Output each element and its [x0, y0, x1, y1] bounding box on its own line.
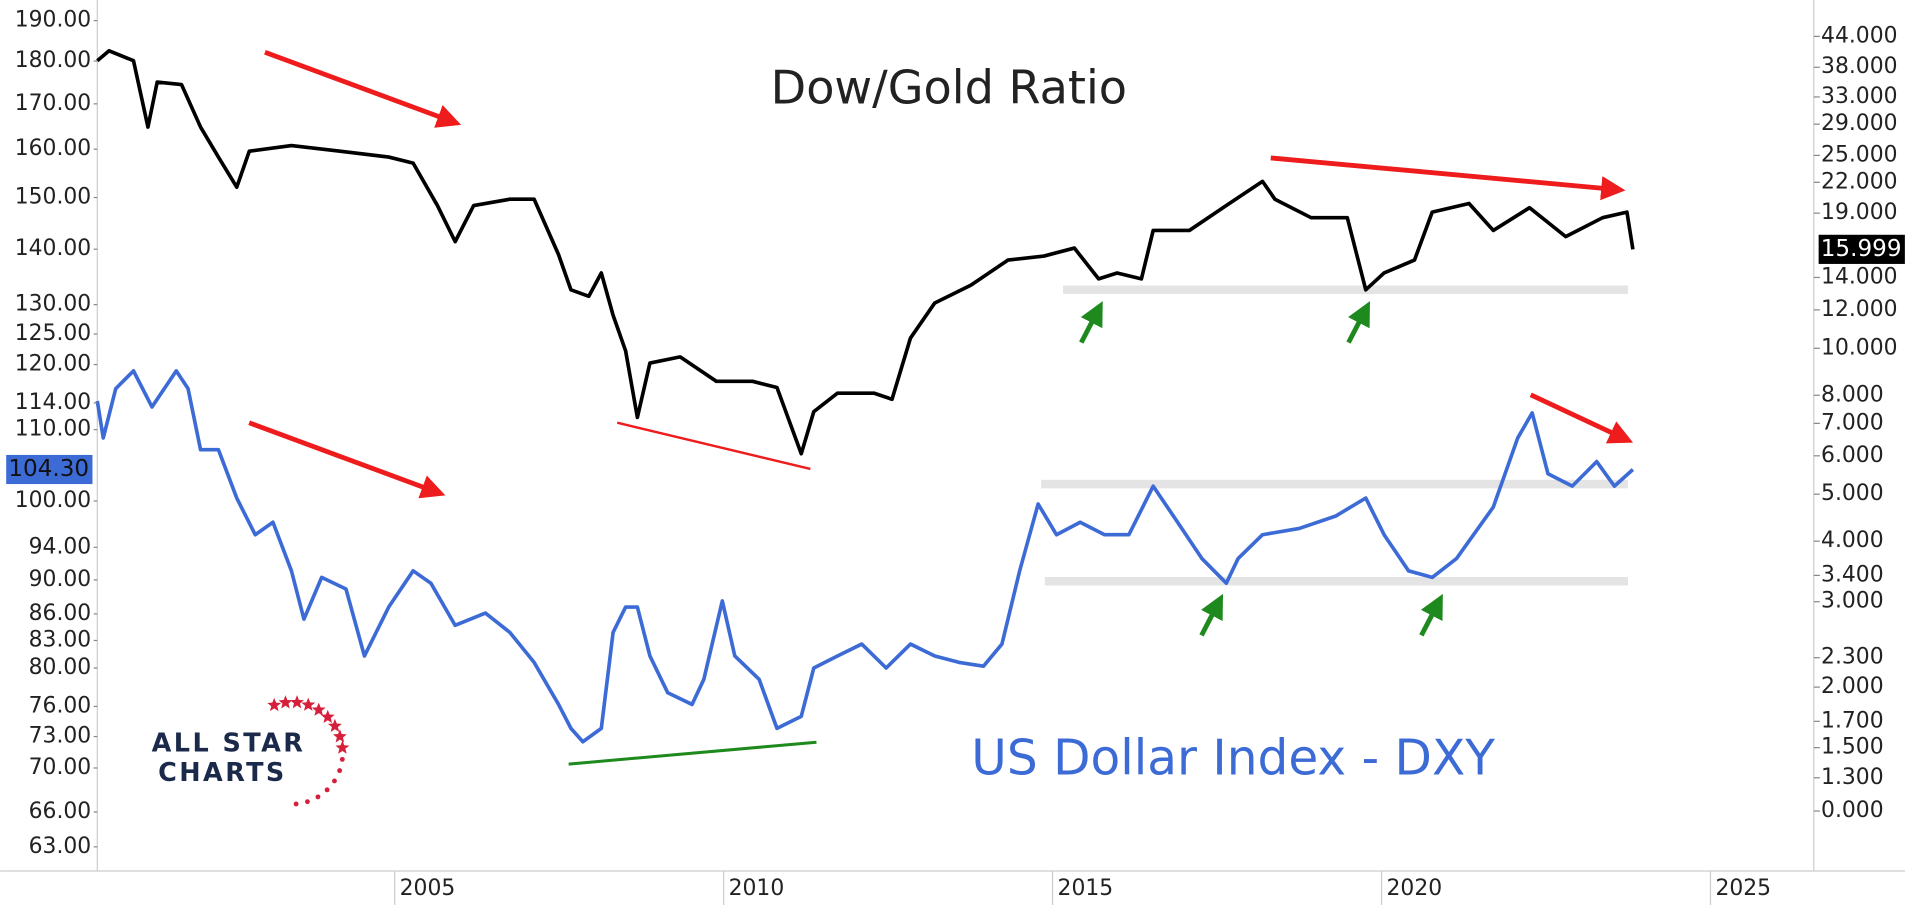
- logo-dot: [315, 794, 321, 800]
- support-arrow: [1419, 593, 1443, 637]
- support-band: [1063, 285, 1628, 294]
- y2-tick-label: 19.000: [1821, 200, 1898, 225]
- y-tick-label: 86.00: [29, 601, 92, 626]
- y2-tick-label: 0.000: [1821, 798, 1884, 823]
- series-line: [95, 369, 1635, 744]
- y-tick-label: 94.00: [29, 534, 92, 559]
- annotations: [248, 49, 1634, 766]
- y2-tick-label: 2.300: [1821, 645, 1884, 670]
- logo-dot: [305, 799, 310, 805]
- logo-dot: [339, 756, 345, 762]
- y2-tick-label: 5.000: [1821, 481, 1884, 506]
- y-tick-label: 120.00: [15, 352, 92, 377]
- y2-tick-label: 33.000: [1821, 84, 1898, 109]
- last-value-box: [6, 454, 93, 485]
- y2-tick-label: 38.000: [1821, 54, 1898, 79]
- trend-arrow: [248, 420, 446, 499]
- y2-tick-label: 4.000: [1821, 528, 1884, 553]
- support-band: [1044, 577, 1628, 586]
- y-tick-label: 130.00: [15, 292, 92, 317]
- y2-tick-label: 29.000: [1821, 111, 1898, 136]
- y2-tick-label: 2.000: [1821, 674, 1884, 699]
- y-tick-label: 66.00: [29, 799, 92, 824]
- support-band: [1041, 479, 1628, 489]
- trend-arrow: [1529, 392, 1634, 444]
- logo-star: [327, 718, 342, 733]
- y-tick-label: 83.00: [29, 627, 92, 652]
- logo-star: [301, 697, 316, 711]
- last-value-box: [1818, 234, 1905, 264]
- logo-star: [320, 709, 335, 724]
- support-bands: [1041, 285, 1628, 586]
- y-tick-label: 90.00: [29, 567, 92, 592]
- y2-tick-label: 25.000: [1821, 142, 1898, 167]
- logo-dot: [293, 801, 299, 807]
- logo: ALL STAR CHARTS: [152, 695, 350, 807]
- y-tick-label: 160.00: [15, 136, 92, 161]
- y2-tick-label: 1.500: [1821, 735, 1884, 760]
- x-tick-label: 2005: [400, 876, 456, 901]
- y2-tick-label: 1.300: [1821, 765, 1884, 790]
- trend-line: [616, 421, 811, 471]
- y-tick-label: 63.00: [29, 834, 92, 859]
- y2-tick-label: 8.000: [1821, 382, 1884, 407]
- y-tick-label: 80.00: [29, 655, 92, 680]
- logo-dot: [332, 778, 337, 784]
- y2-tick-label: 1.700: [1821, 708, 1884, 733]
- chart-title: Dow/Gold Ratio: [771, 61, 1127, 115]
- trend-arrow: [264, 49, 462, 128]
- y2-tick-label: 22.000: [1821, 169, 1898, 194]
- support-arrow: [1079, 301, 1103, 344]
- y-tick-label: 110.00: [15, 417, 92, 442]
- last-value-label: 15.999: [1821, 236, 1902, 262]
- y-tick-label: 150.00: [15, 185, 92, 210]
- y-tick-label: 70.00: [29, 755, 92, 780]
- x-tick-label: 2025: [1715, 876, 1771, 901]
- trend-arrow: [1270, 155, 1626, 201]
- x-tick-label: 2010: [729, 876, 785, 901]
- logo-star: [311, 702, 326, 716]
- logo-star: [278, 695, 293, 709]
- series-line: [96, 48, 1635, 456]
- support-arrow: [1346, 301, 1370, 344]
- y2-tick-label: 3.400: [1821, 562, 1884, 587]
- logo-text: CHARTS: [158, 758, 287, 788]
- trend-line: [568, 740, 817, 766]
- series-lines: [95, 48, 1635, 744]
- y-tick-label: 114.00: [15, 390, 92, 415]
- y-tick-label: 190.00: [15, 8, 92, 33]
- y2-tick-label: 3.000: [1821, 589, 1884, 614]
- support-arrow: [1199, 593, 1224, 637]
- y-tick-label: 170.00: [15, 91, 92, 116]
- logo-star: [332, 729, 347, 743]
- y-tick-label: 73.00: [29, 724, 92, 749]
- logo-star: [267, 697, 282, 712]
- logo-dot: [324, 787, 330, 793]
- y2-tick-label: 14.000: [1821, 264, 1898, 289]
- y2-tick-label: 12.000: [1821, 297, 1898, 322]
- logo-text: ALL STAR: [152, 729, 306, 759]
- y-tick-label: 140.00: [15, 236, 92, 261]
- logo-star: [290, 695, 304, 709]
- y2-tick-label: 6.000: [1821, 443, 1884, 468]
- chart-subtitle: US Dollar Index - DXY: [971, 731, 1495, 787]
- x-tick-label: 2020: [1387, 876, 1443, 901]
- last-value-label: 104.30: [8, 456, 89, 482]
- x-tick-label: 2015: [1058, 876, 1114, 901]
- y-tick-label: 180.00: [15, 48, 92, 73]
- y2-tick-label: 10.000: [1821, 335, 1898, 360]
- logo-dot: [337, 768, 343, 774]
- y2-tick-label: 7.000: [1821, 410, 1884, 435]
- y2-tick-label: 44.000: [1821, 23, 1898, 48]
- y-tick-label: 76.00: [29, 693, 92, 718]
- y-tick-label: 125.00: [15, 321, 92, 346]
- y-tick-label: 100.00: [15, 488, 92, 513]
- logo-star: [335, 740, 350, 754]
